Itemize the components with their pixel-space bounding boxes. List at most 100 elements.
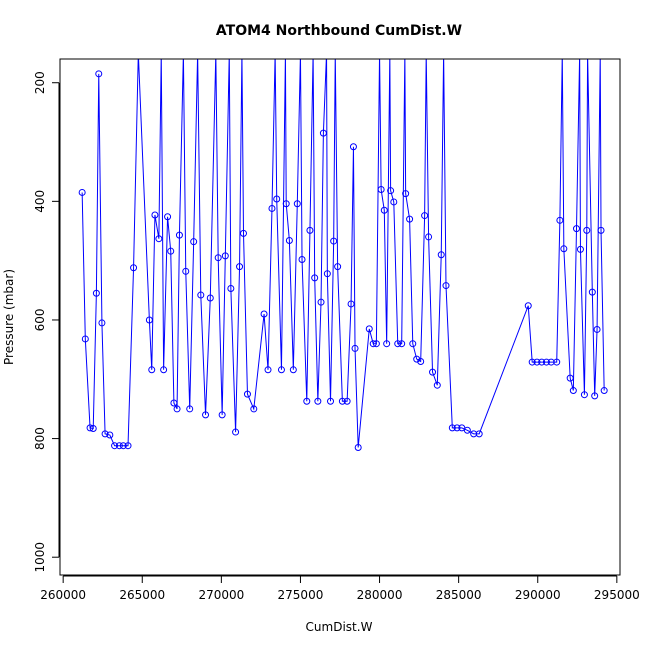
x-tick-label: 260000 (40, 588, 86, 602)
data-point (323, 270, 331, 278)
data-point (297, 50, 303, 56)
data-point (413, 355, 421, 363)
data-point (78, 188, 86, 196)
data-point (425, 233, 433, 241)
data-point (268, 204, 276, 212)
x-tick-label: 265000 (119, 588, 165, 602)
data-point (206, 294, 214, 302)
x-tick-label: 280000 (357, 588, 403, 602)
x-tick-label: 285000 (436, 588, 482, 602)
data-point (239, 50, 245, 56)
data-point (148, 366, 156, 374)
data-point (314, 397, 322, 405)
data-point (130, 264, 138, 272)
data-point (202, 411, 210, 419)
data-point (383, 340, 391, 348)
data-point (387, 50, 393, 56)
data-point (124, 442, 132, 450)
data-point (423, 50, 429, 56)
data-point (289, 366, 297, 374)
data-point (417, 357, 425, 365)
data-point (164, 213, 172, 221)
data-point (553, 358, 561, 366)
data-point (351, 344, 359, 352)
data-point (600, 387, 608, 395)
data-point (433, 381, 441, 389)
data-point (195, 50, 201, 56)
data-point (338, 397, 346, 405)
data-point (155, 235, 163, 243)
x-tick-label: 290000 (515, 588, 561, 602)
y-axis-label: Pressure (mbar) (2, 269, 16, 365)
data-point (170, 399, 178, 407)
data-point (377, 185, 385, 193)
data-point (330, 237, 338, 245)
data-point (180, 50, 186, 56)
data-point (429, 368, 437, 376)
data-point (81, 335, 89, 343)
data-point (260, 310, 268, 318)
data-point (334, 263, 342, 271)
data-point (591, 392, 599, 400)
data-point (175, 231, 183, 239)
data-point (264, 366, 272, 374)
data-point (573, 225, 580, 233)
data-point (538, 358, 546, 366)
data-point (343, 397, 351, 405)
data-point (160, 366, 168, 374)
x-tick-label: 295000 (594, 588, 640, 602)
data-point (380, 206, 388, 214)
data-point (387, 187, 395, 195)
data-point (390, 198, 398, 206)
data-point (86, 424, 94, 432)
data-point (306, 226, 314, 234)
data-point (585, 50, 591, 56)
data-point (214, 254, 222, 262)
data-point (277, 366, 285, 374)
data-point (560, 245, 568, 253)
data-point (151, 211, 159, 219)
data-point (327, 397, 335, 405)
y-tick-label: 800 (33, 427, 47, 450)
data-point (556, 216, 564, 224)
data-point (243, 390, 251, 398)
y-tick-label: 400 (33, 190, 47, 213)
series-line (81, 59, 605, 448)
chart-title: ATOM4 Northbound CumDist.W (216, 23, 462, 39)
data-point (232, 428, 240, 436)
y-tick-label: 1000 (33, 542, 47, 573)
data-point (441, 50, 447, 56)
data-point (394, 340, 402, 348)
data-point (406, 215, 414, 223)
data-point (89, 425, 97, 432)
data-point (442, 282, 450, 290)
plot-area-border (59, 58, 621, 576)
data-point (145, 316, 153, 324)
data-point (365, 325, 373, 333)
x-axis: 260000 265000 270000 275000 280000 285000 2900… (40, 575, 640, 602)
data-point (372, 340, 380, 348)
data-point (377, 50, 383, 56)
data-point (111, 442, 119, 450)
data-point (576, 245, 584, 253)
data-point (273, 195, 281, 203)
data-point (597, 226, 605, 234)
data-point (577, 50, 583, 56)
data-point (453, 424, 461, 432)
data-point (190, 238, 198, 246)
data-point (580, 391, 588, 399)
data-point (213, 50, 219, 56)
data-point (566, 374, 574, 382)
series-layer (78, 50, 608, 451)
data-point (303, 397, 311, 405)
data-point (106, 431, 114, 439)
data-point (227, 285, 235, 293)
data-point (240, 229, 247, 237)
data-point (437, 251, 445, 259)
data-point (347, 300, 355, 308)
data-point (597, 50, 603, 56)
data-point (402, 50, 408, 56)
data-point (533, 358, 541, 366)
y-tick-label: 600 (33, 309, 47, 332)
